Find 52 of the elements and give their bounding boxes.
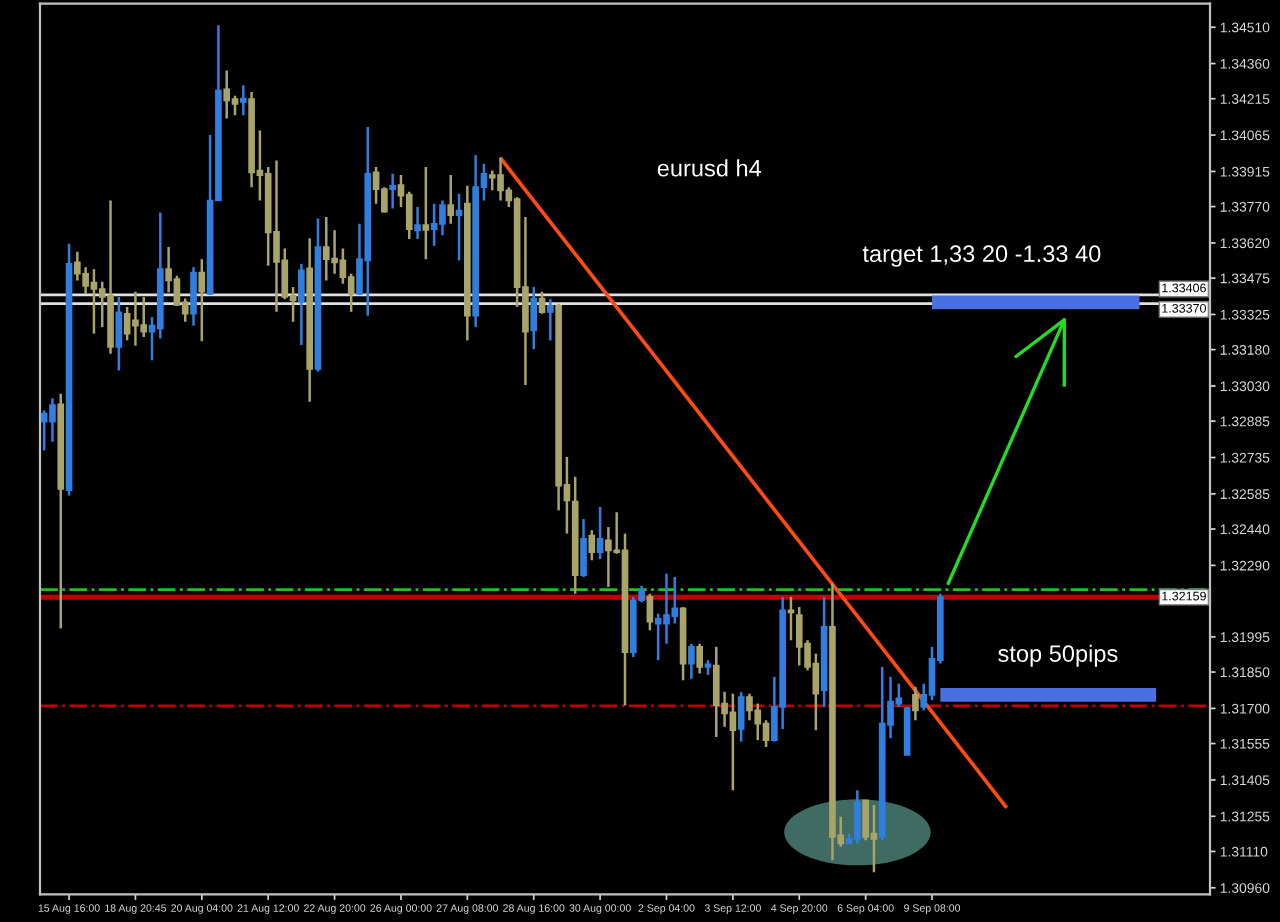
candlestick [787, 595, 795, 642]
candlestick [729, 692, 737, 792]
text: eurusd h4 [657, 159, 762, 177]
candlestick [712, 645, 720, 739]
candlestick [198, 257, 206, 343]
candlestick [140, 295, 148, 339]
candlestick [173, 274, 181, 307]
annotation: stop 50pips [998, 644, 1118, 667]
candlestick [49, 397, 56, 443]
candlestick [430, 202, 438, 248]
candlestick [497, 155, 504, 202]
candlestick [862, 799, 869, 842]
candlestick [190, 265, 197, 327]
candlestick [538, 290, 546, 315]
candlestick [737, 690, 745, 743]
candlestick [530, 285, 538, 351]
candlestick [903, 705, 911, 757]
candlestick [488, 169, 496, 192]
candlestick [455, 192, 463, 262]
candlestick [389, 172, 396, 210]
candlestick [273, 159, 280, 314]
candlestick [663, 572, 670, 645]
candlestick [422, 165, 430, 261]
candlestick [588, 528, 596, 562]
candlestick [646, 592, 654, 632]
candlestick [231, 94, 239, 117]
candlestick [754, 702, 762, 742]
candlestick [746, 692, 753, 722]
candlestick [912, 685, 919, 722]
candlestick [414, 205, 421, 241]
candlestick [223, 69, 231, 120]
candlestick [546, 297, 554, 342]
candlestick [447, 173, 455, 226]
candlestick [596, 505, 604, 561]
candlestick [654, 612, 662, 662]
candlestick [123, 305, 131, 342]
candlestick [870, 803, 878, 874]
candlestick [115, 295, 123, 372]
candlestick [132, 290, 139, 347]
candlestick [90, 267, 98, 335]
candlestick [372, 165, 380, 205]
candlestick [688, 642, 695, 681]
candlestick [854, 789, 861, 845]
candlestick [239, 83, 247, 117]
candlestick [405, 190, 413, 241]
candlestick [795, 605, 803, 667]
candlestick [580, 517, 587, 579]
annotation: target 1,33 20 -1.33 40 [862, 245, 1101, 267]
candlestick [298, 262, 305, 347]
candlestick [322, 215, 330, 282]
candlestick [696, 642, 704, 675]
candlestick [439, 199, 446, 237]
